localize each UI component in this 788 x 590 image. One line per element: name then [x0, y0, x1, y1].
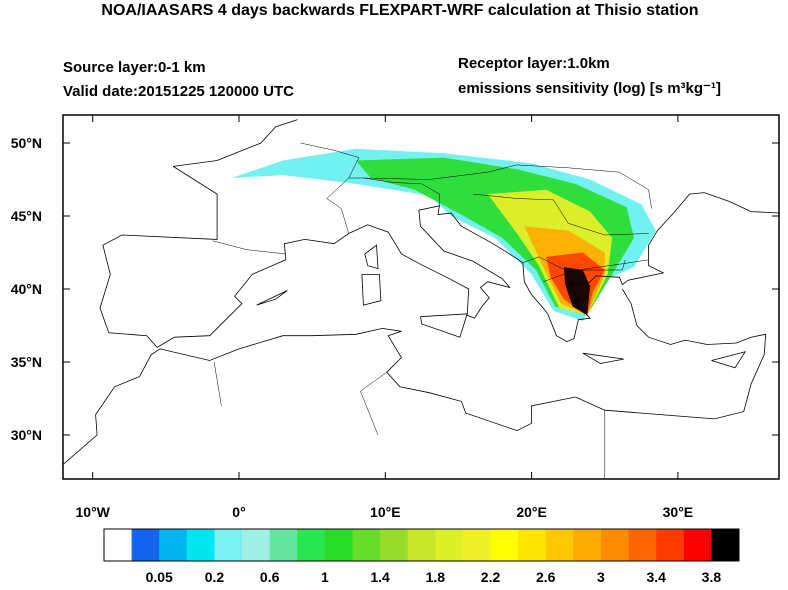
border: [360, 371, 387, 436]
lon-tick-label: 10°W: [76, 504, 111, 520]
colorbar-swatch: [490, 529, 519, 561]
colorbar-label: 2.6: [536, 569, 556, 585]
colorbar-label: 3.4: [646, 569, 666, 585]
border: [522, 256, 649, 272]
colorbar-swatch: [683, 529, 712, 561]
colorbar-swatch: [380, 529, 408, 561]
colorbar-label: 0.6: [260, 569, 280, 585]
lon-tick-label: 30°E: [663, 504, 694, 520]
colorbar-swatch: [186, 529, 215, 561]
title: NOA/IAASARS 4 days backwards FLEXPART-WR…: [101, 2, 698, 19]
coastline: [99, 166, 779, 348]
receptor-layer: Receptor layer:1.0km: [458, 55, 610, 72]
colorbar-swatch: [352, 529, 381, 561]
coastline: [582, 352, 624, 364]
colorbar-swatch: [628, 529, 657, 561]
coastline: [420, 313, 468, 338]
map: [63, 119, 779, 479]
colorbar-label: 2.2: [481, 569, 501, 585]
coastline: [361, 273, 382, 306]
map-frame: [62, 114, 780, 480]
border: [213, 361, 222, 406]
plume: [563, 267, 591, 316]
colorbar-swatch: [104, 529, 132, 561]
coastline: [364, 244, 379, 270]
colorbar-swatch: [269, 529, 298, 561]
colorbar-label: 1: [321, 569, 329, 585]
lat-tick-label: 35°N: [11, 354, 42, 370]
colorbar-label: 3: [597, 569, 605, 585]
coastline: [63, 288, 767, 465]
border: [363, 164, 652, 209]
colorbar-swatch: [435, 529, 464, 561]
lat-tick-label: 50°N: [11, 135, 42, 151]
colorbar-swatch: [711, 529, 740, 561]
colorbar-swatch: [407, 529, 436, 561]
colorbar-swatch: [545, 529, 574, 561]
colorbar-label: 0.05: [146, 569, 173, 585]
lon-tick-label: 10°E: [370, 504, 401, 520]
lon-tick-label: 0°: [232, 504, 245, 520]
colorbar-label: 1.4: [370, 569, 390, 585]
border: [212, 240, 286, 255]
colorbar-label: 3.8: [702, 569, 722, 585]
colorbar-swatch: [242, 529, 270, 561]
colorbar-swatch: [462, 529, 491, 561]
units: emissions sensitivity (log) [s m³kg⁻¹]: [458, 80, 721, 97]
colorbar-swatch: [297, 529, 326, 561]
valid-date: Valid date:20151225 120000 UTC: [63, 83, 294, 100]
colorbar-swatch: [214, 529, 243, 561]
colorbar-swatch: [324, 529, 353, 561]
lat-tick-label: 30°N: [11, 427, 42, 443]
colorbar-swatch: [600, 529, 629, 561]
colorbar-frame: [103, 528, 740, 562]
coastline: [711, 351, 747, 369]
colorbar-label: 0.2: [205, 569, 225, 585]
border: [543, 259, 626, 282]
colorbar-swatch: [656, 529, 685, 561]
colorbar-swatch: [573, 529, 602, 561]
colorbar-swatch: [131, 529, 160, 561]
colorbar-swatch: [518, 529, 547, 561]
coastline: [256, 290, 288, 306]
lat-tick-label: 45°N: [11, 208, 42, 224]
coastline: [173, 119, 298, 167]
border: [473, 193, 649, 236]
lat-tick-label: 40°N: [11, 281, 42, 297]
colorbar-swatch: [159, 529, 188, 561]
lon-tick-label: 20°E: [516, 504, 547, 520]
source-layer: Source layer:0-1 km: [63, 59, 206, 76]
colorbar-label: 1.8: [426, 569, 446, 585]
border: [300, 142, 360, 179]
